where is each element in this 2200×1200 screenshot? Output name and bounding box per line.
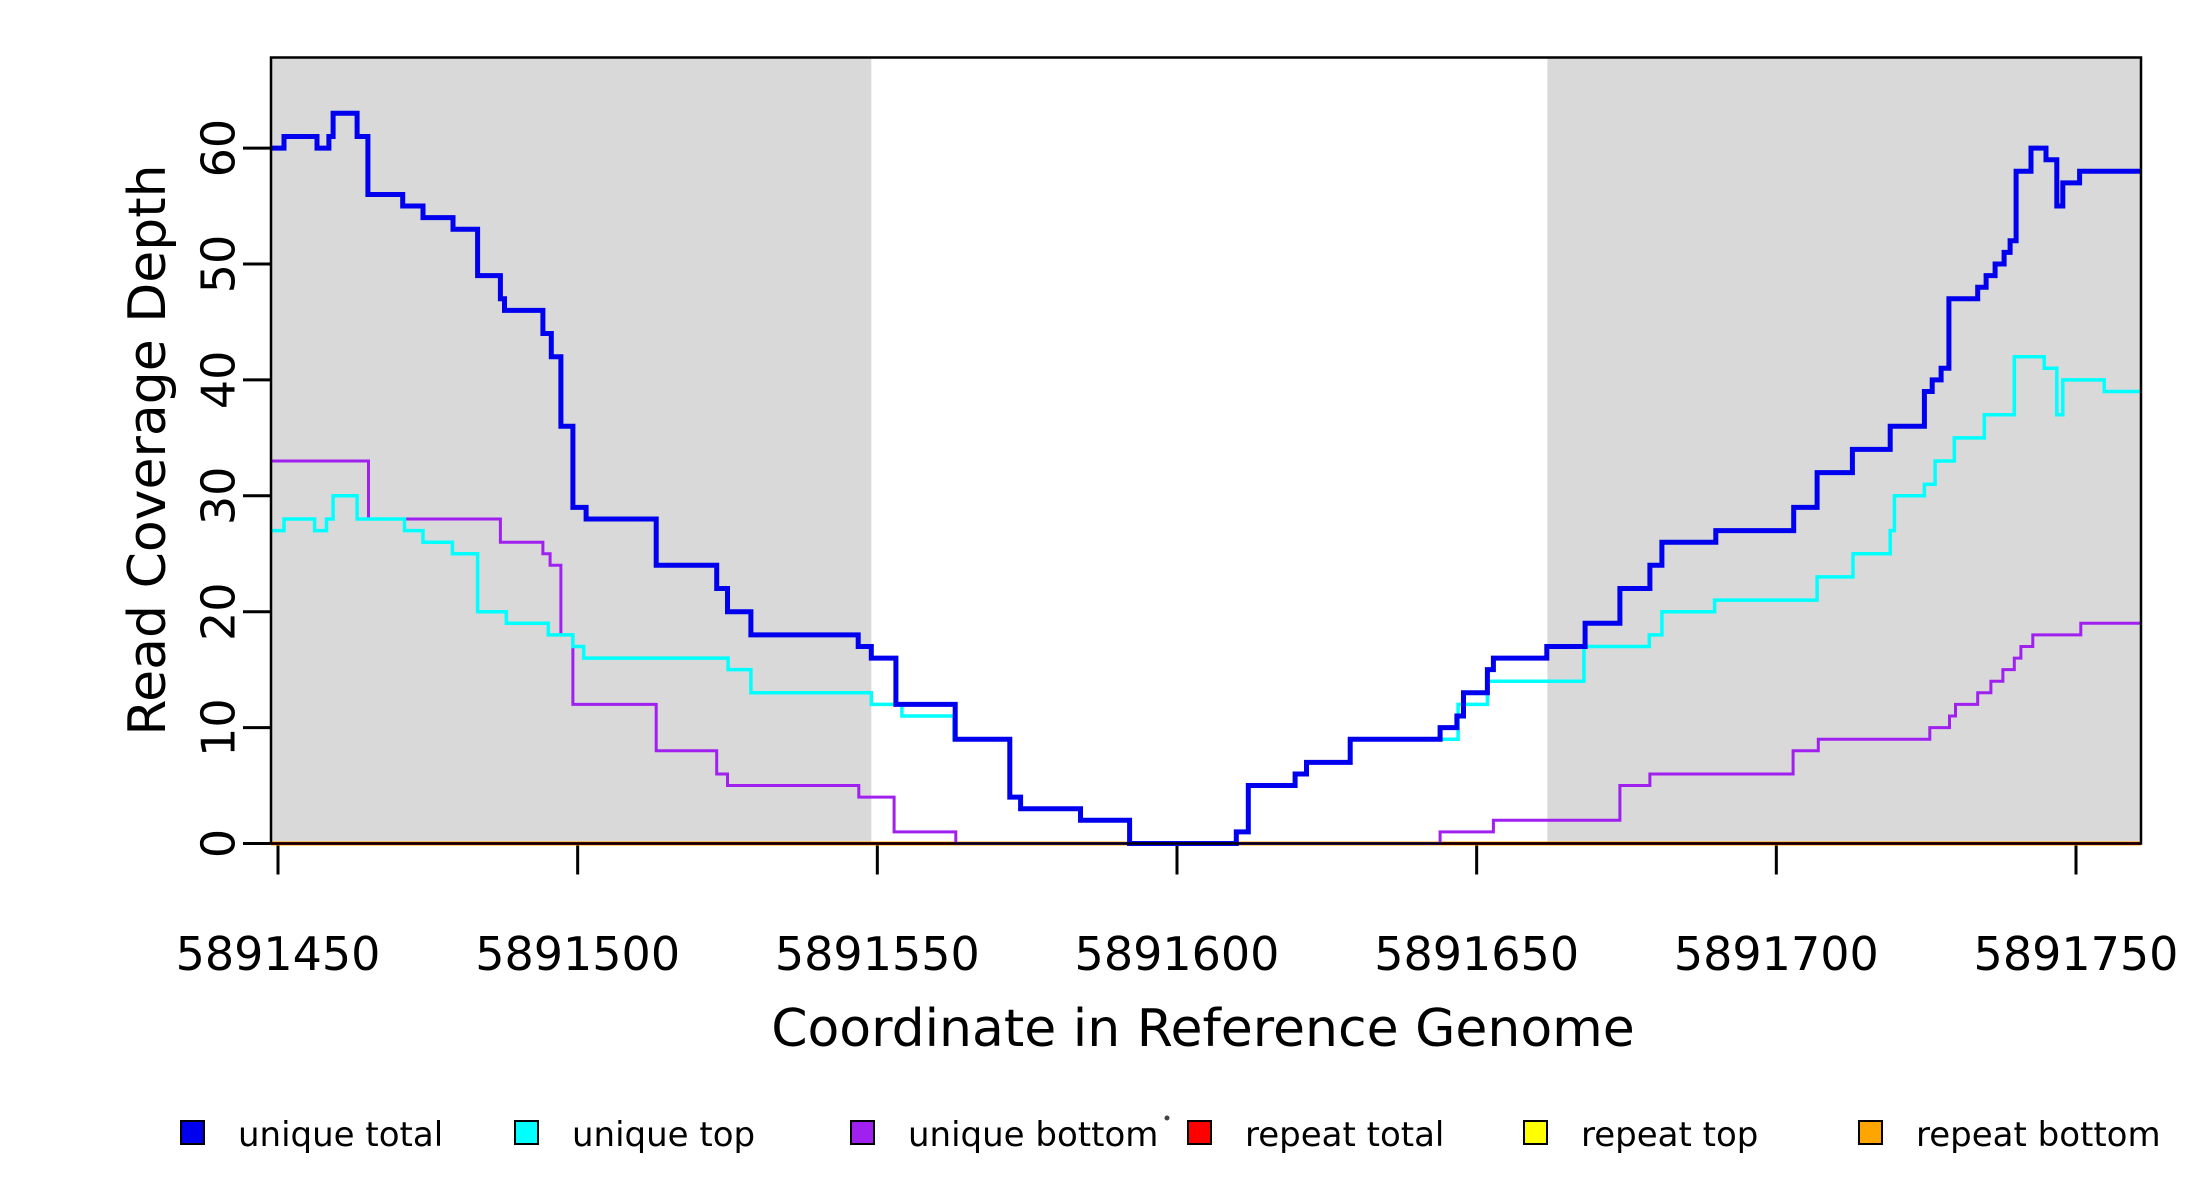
series-line-unique-bottom	[270, 459, 2141, 845]
series-line-unique-total	[270, 110, 2141, 846]
legend-label-repeat-total: repeat total	[1245, 1115, 1444, 1155]
legend-label-unique-bottom: unique bottom	[908, 1115, 1158, 1155]
stray-mark	[1164, 1115, 1170, 1121]
x-tick-label: 5891700	[1674, 927, 1879, 981]
x-tick-label: 5891550	[775, 927, 980, 981]
legend-label-unique-top: unique top	[572, 1115, 755, 1155]
y-tick-label: 10	[192, 698, 246, 757]
x-tick-label: 5891750	[1974, 927, 2179, 981]
y-tick-label: 60	[192, 119, 246, 178]
y-axis-title: Read Coverage Depth	[118, 164, 178, 735]
legend-swatch-repeat-bottom	[1858, 1120, 1883, 1145]
legend-swatch-unique-top	[514, 1120, 539, 1145]
x-tick-label: 5891600	[1075, 927, 1280, 981]
legend-swatch-repeat-top	[1523, 1120, 1548, 1145]
legend-label-repeat-top: repeat top	[1581, 1115, 1758, 1155]
legend-label-unique-total: unique total	[238, 1115, 443, 1155]
x-tick-label: 5891500	[475, 927, 680, 981]
y-tick-label: 40	[192, 351, 246, 410]
repeat-region-shading-right	[1547, 57, 2141, 844]
plot-border-box	[269, 56, 2143, 845]
x-tick-label: 5891450	[176, 927, 381, 981]
y-tick-label: 50	[192, 235, 246, 294]
y-tick-label: 0	[192, 829, 246, 858]
legend-swatch-unique-total	[180, 1120, 205, 1145]
legend-label-repeat-bottom: repeat bottom	[1916, 1115, 2161, 1155]
legend-swatch-unique-bottom	[850, 1120, 875, 1145]
x-axis-title: Coordinate in Reference Genome	[771, 999, 1635, 1059]
y-tick-label: 30	[192, 467, 246, 526]
y-tick-label: 20	[192, 582, 246, 641]
x-tick-label: 5891650	[1374, 927, 1579, 981]
legend-swatch-repeat-total	[1187, 1120, 1212, 1145]
